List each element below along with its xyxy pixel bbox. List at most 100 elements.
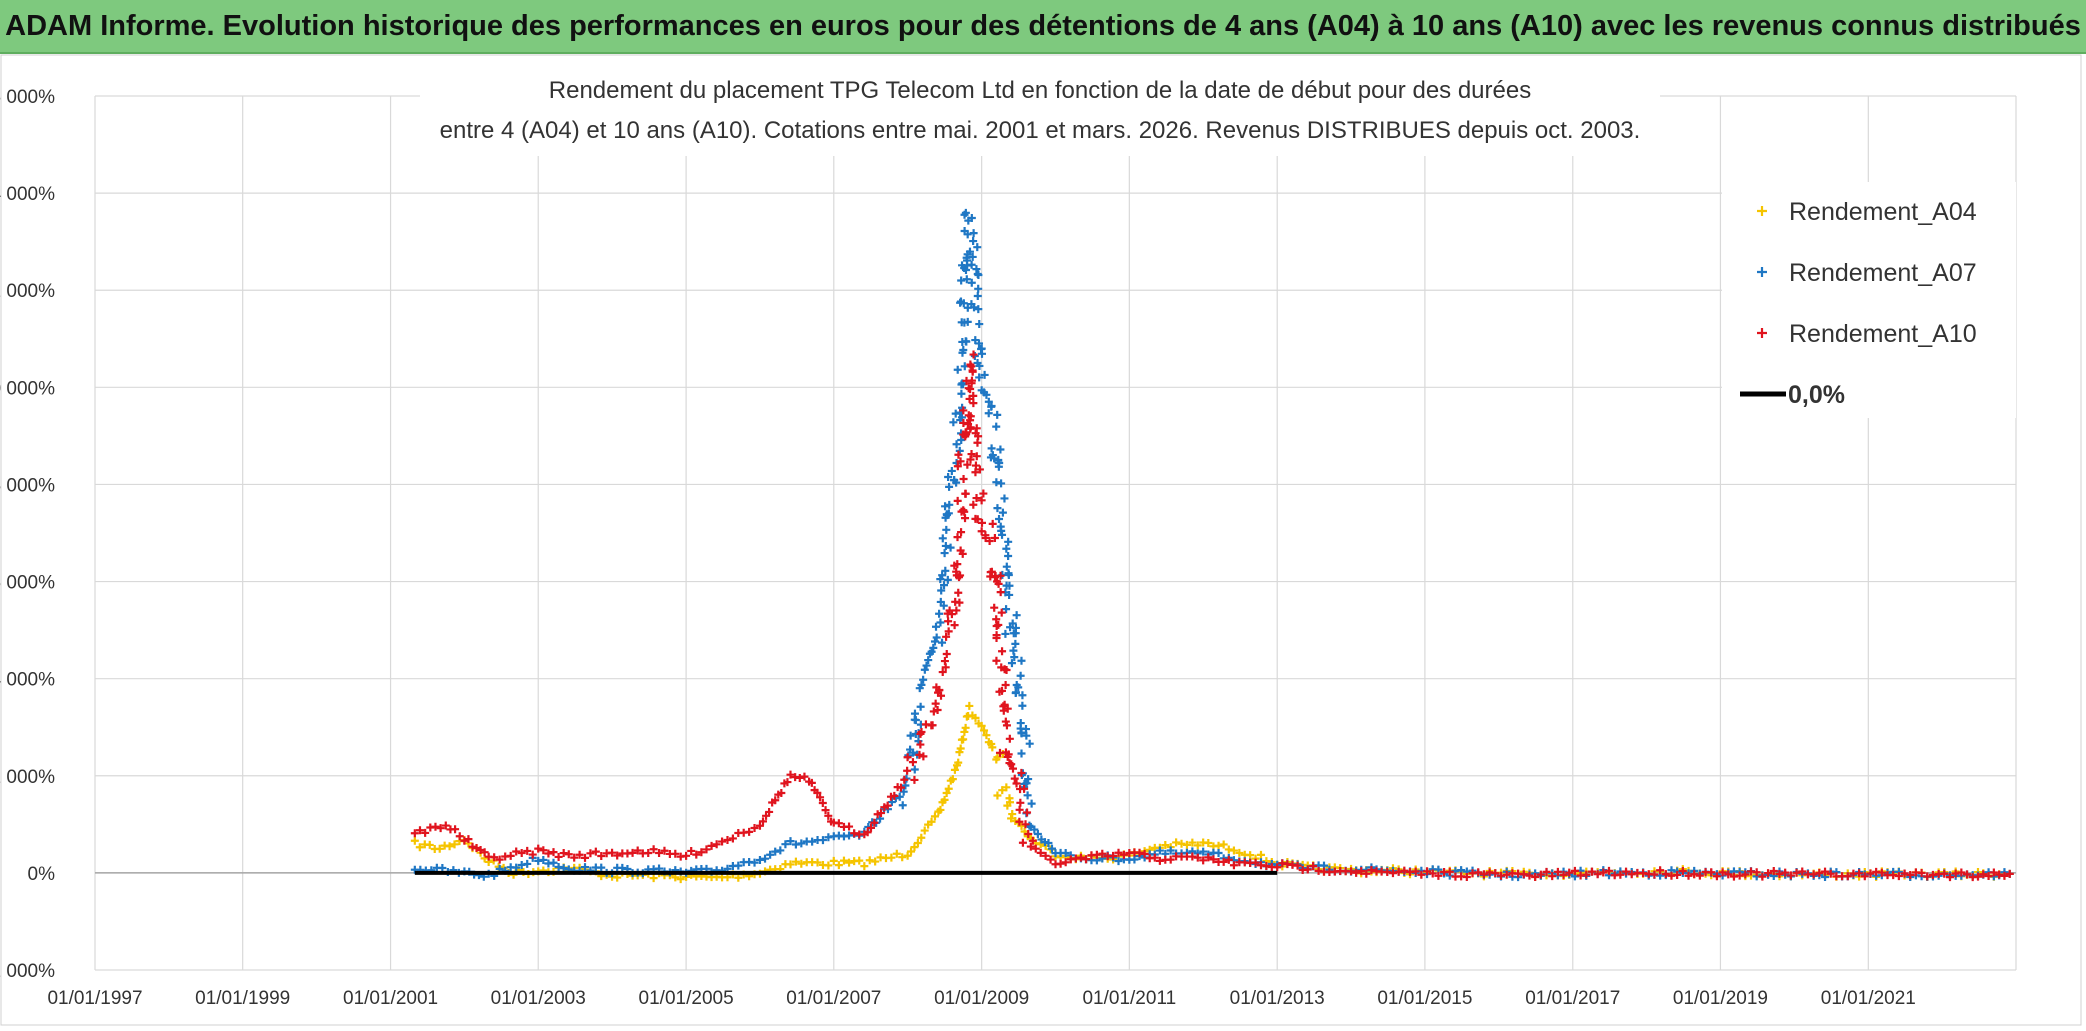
data-point [539, 846, 548, 855]
data-point [957, 389, 966, 398]
data-point [1199, 847, 1208, 856]
data-point [973, 292, 982, 301]
legend-entry: Rendement_A04 [1789, 198, 1977, 226]
data-point [1605, 866, 1613, 875]
data-point [942, 649, 951, 658]
data-point [982, 731, 991, 740]
data-point [845, 831, 854, 840]
data-point [1018, 691, 1027, 700]
data-point [1150, 853, 1159, 862]
data-point [953, 365, 962, 374]
data-point [1002, 544, 1011, 553]
x-tick-labels: 01/01/1997 01/01/1999 01/01/2001 01/01/2003… [47, 988, 1915, 1009]
data-point [1017, 821, 1026, 830]
data-point [977, 721, 986, 730]
data-point [974, 305, 983, 314]
data-point [988, 519, 997, 528]
data-point [945, 482, 954, 491]
data-point [649, 845, 658, 854]
data-point [1001, 680, 1010, 689]
data-point [528, 850, 537, 859]
data-point [997, 663, 1006, 672]
data-point [963, 460, 972, 469]
data-point [941, 566, 950, 575]
data-point [970, 303, 979, 312]
data-point [992, 422, 1001, 431]
data-point [1214, 849, 1223, 858]
data-point [903, 851, 912, 860]
data-point [1352, 868, 1361, 877]
data-point [958, 549, 967, 558]
data-point [1262, 861, 1271, 870]
data-point [920, 826, 929, 835]
data-point [957, 436, 966, 445]
data-point [915, 750, 924, 759]
data-point [1362, 869, 1371, 878]
data-point [549, 848, 558, 857]
data-point [977, 496, 986, 505]
data-point [476, 845, 485, 854]
data-point [1673, 870, 1682, 879]
data-point [954, 450, 963, 459]
data-point [959, 346, 968, 355]
series-layer [410, 208, 2014, 884]
data-point [1752, 868, 1761, 877]
data-point [644, 849, 653, 858]
data-point [990, 603, 999, 612]
data-point [1015, 805, 1024, 814]
y-tick-label: 14 000% [0, 184, 55, 205]
data-point [1030, 825, 1039, 834]
x-tick-label: 01/01/2001 [343, 988, 438, 1009]
data-point [910, 765, 919, 774]
data-point [1008, 810, 1017, 819]
legend-swatch [1757, 206, 1767, 216]
data-point [910, 775, 919, 784]
data-point [972, 452, 981, 461]
data-point [930, 812, 939, 821]
data-point [1001, 717, 1010, 726]
data-point [495, 855, 504, 864]
data-point [480, 848, 489, 857]
data-point [1004, 537, 1013, 546]
data-point [1061, 858, 1070, 867]
data-point [990, 534, 999, 543]
data-point [450, 840, 459, 849]
data-point [1587, 867, 1596, 876]
data-point [1007, 760, 1016, 769]
data-point [1678, 867, 1687, 876]
data-point [997, 686, 1006, 695]
data-point [903, 766, 912, 775]
data-point [993, 791, 1002, 800]
data-point [1018, 838, 1027, 847]
data-point [723, 836, 732, 845]
data-point [750, 858, 759, 867]
data-point [950, 475, 959, 484]
data-point [959, 735, 968, 744]
data-point [892, 849, 901, 858]
data-point [1166, 846, 1175, 855]
x-tick-label: 01/01/2021 [1821, 988, 1916, 1009]
data-point [908, 758, 917, 767]
data-point [998, 786, 1007, 795]
data-point [947, 466, 956, 475]
data-point [834, 861, 843, 870]
data-point [973, 243, 982, 252]
data-point [917, 680, 926, 689]
data-point [1012, 779, 1021, 788]
data-point [523, 859, 532, 868]
data-point [906, 745, 915, 754]
data-point [1002, 666, 1011, 675]
data-point [967, 379, 976, 388]
data-point [966, 385, 975, 394]
data-point [1025, 739, 1034, 748]
data-point [987, 444, 996, 453]
data-point [950, 561, 959, 570]
data-point [1656, 866, 1665, 875]
data-point [938, 571, 947, 580]
data-point [955, 573, 964, 582]
data-point [1542, 867, 1551, 876]
data-point [960, 507, 969, 516]
data-point [1792, 868, 1801, 877]
data-point [1627, 870, 1636, 879]
